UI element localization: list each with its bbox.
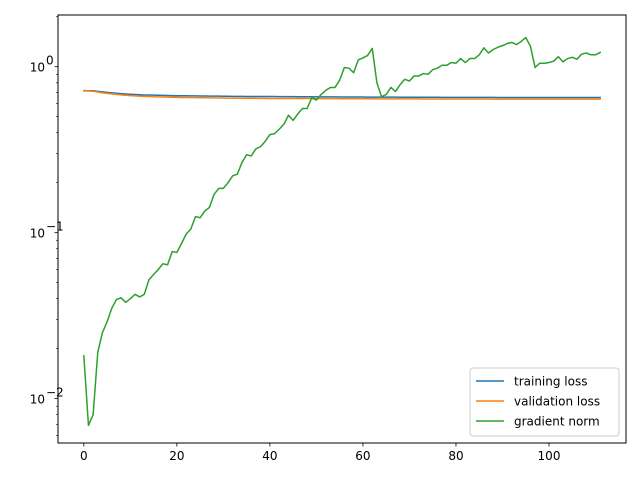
x-tick-label-1: 20 [169,449,184,463]
y-tick-exponent-2: 0 [46,54,54,68]
y-tick-exponent-0: −2 [46,386,64,400]
y-tick-label-2: 10 [30,61,45,75]
x-tick-label-4: 80 [448,449,463,463]
y-tick-exponent-1: −1 [46,220,64,234]
legend-box [469,367,620,437]
series-line-validation-loss [83,90,601,100]
legend-label-gradient-norm: gradient norm [514,415,600,429]
plot-frame [57,14,627,444]
x-tick-label-2: 40 [262,449,277,463]
legend-label-validation-loss: validation loss [514,395,600,409]
series-line-training-loss [83,89,601,99]
y-tick-label-0: 10 [30,393,45,407]
x-tick-label-3: 60 [355,449,370,463]
y-tick-label-1: 10 [30,227,45,241]
x-tick-label-0: 0 [80,449,88,463]
x-tick-label-5: 100 [538,449,561,463]
legend-label-training-loss: training loss [514,375,587,389]
legend: training loss validation loss gradient nor… [469,367,620,437]
series-line-gradient-norm [83,36,602,427]
lines-layer [83,36,602,427]
